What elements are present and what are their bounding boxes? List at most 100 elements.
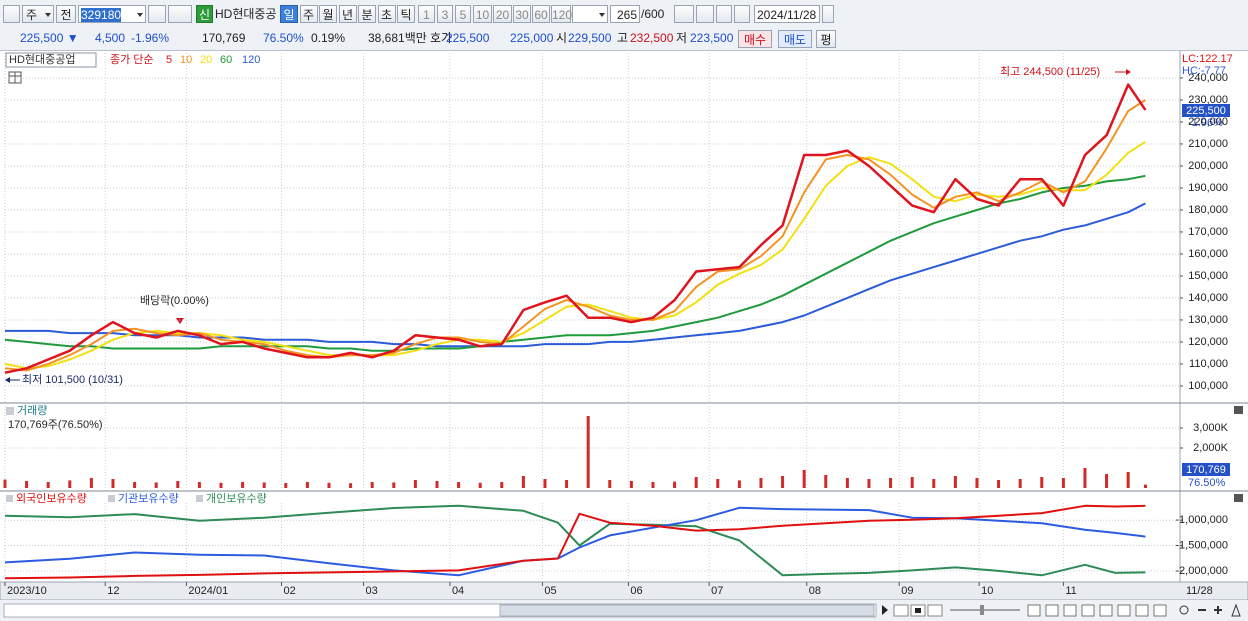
y-tick-label: 160,000 bbox=[1188, 248, 1228, 260]
y-tick-label: 150,000 bbox=[1188, 270, 1228, 282]
volume-bar bbox=[673, 481, 677, 488]
zoom-handle[interactable] bbox=[980, 605, 984, 615]
scroll-right-button[interactable] bbox=[882, 605, 888, 615]
settings-button[interactable] bbox=[734, 5, 750, 23]
tool-button[interactable] bbox=[1063, 604, 1077, 617]
x-tick-label: 11 bbox=[1065, 585, 1076, 597]
interval-button[interactable]: 60 bbox=[532, 5, 550, 23]
tool-button[interactable] bbox=[1045, 604, 1059, 617]
count-input[interactable]: 265 bbox=[610, 5, 640, 23]
volume-bar bbox=[197, 482, 201, 488]
interval-button[interactable]: 10 bbox=[473, 5, 492, 23]
legend-entry: 개인보유수량 bbox=[206, 492, 267, 505]
scroll-thumb[interactable] bbox=[499, 604, 875, 617]
volume-bar bbox=[478, 482, 482, 488]
series-line bbox=[4, 83, 1147, 374]
legend-entry: 120 bbox=[242, 54, 260, 66]
volume-bar bbox=[975, 478, 979, 488]
first-button[interactable] bbox=[893, 604, 909, 617]
bid-ask-label: 호가 bbox=[430, 31, 453, 45]
volume-bar bbox=[284, 483, 288, 488]
menu-button[interactable] bbox=[3, 5, 20, 23]
code-input[interactable]: 329180 bbox=[78, 5, 146, 23]
volume-bar bbox=[413, 480, 417, 488]
y-tick-label: 170,000 bbox=[1188, 226, 1228, 238]
option-select[interactable] bbox=[572, 5, 608, 23]
interval-button[interactable]: 3 bbox=[437, 5, 453, 23]
low-annotation: 최저 101,500 (10/31) bbox=[22, 373, 123, 386]
x-tick-label: 06 bbox=[630, 585, 642, 597]
volume-bar bbox=[89, 478, 93, 488]
interval-button[interactable]: 120 bbox=[551, 5, 572, 23]
interval-button[interactable]: 20 bbox=[493, 5, 512, 23]
series-line bbox=[4, 504, 1146, 580]
date-input[interactable]: 2024/11/28 bbox=[754, 5, 820, 23]
sell-button[interactable]: 매도 bbox=[778, 30, 812, 48]
y-tick-label: 130,000 bbox=[1188, 314, 1228, 326]
close-pane-button[interactable] bbox=[1234, 406, 1243, 414]
period-button[interactable]: 년 bbox=[338, 5, 357, 23]
interval-button[interactable]: 30 bbox=[513, 5, 531, 23]
y-tick-label: -1,000,000 bbox=[1175, 514, 1228, 526]
x-tick-label: 07 bbox=[711, 585, 723, 597]
period-button[interactable]: 주 bbox=[299, 5, 318, 23]
tool-button[interactable] bbox=[1081, 604, 1095, 617]
font-button[interactable] bbox=[1231, 603, 1241, 617]
sound-button[interactable] bbox=[168, 5, 192, 23]
period-type: 주 bbox=[26, 8, 38, 22]
volume-bar bbox=[1143, 484, 1147, 488]
volume-bar bbox=[737, 480, 741, 488]
tool-button[interactable] bbox=[1027, 604, 1041, 617]
x-tick-label: 09 bbox=[901, 585, 913, 597]
volume-bar bbox=[457, 482, 461, 488]
tool-button[interactable] bbox=[1135, 604, 1149, 617]
interval-button[interactable]: 1 bbox=[418, 5, 435, 23]
x-axis-band bbox=[0, 581, 1248, 601]
high: 232,500 bbox=[630, 31, 674, 45]
volume-bar bbox=[349, 483, 353, 488]
x-tick-label: 2023/10 bbox=[7, 585, 47, 597]
period-button[interactable]: 초 bbox=[377, 5, 396, 23]
volume-bar bbox=[543, 479, 547, 488]
open: 229,500 bbox=[568, 31, 612, 45]
volume-bar bbox=[759, 478, 763, 488]
interval-button[interactable]: 5 bbox=[455, 5, 471, 23]
volume-bar bbox=[133, 482, 137, 488]
period-button[interactable]: 월 bbox=[319, 5, 337, 23]
period-button[interactable]: 분 bbox=[358, 5, 376, 23]
volume-bar bbox=[46, 482, 50, 488]
tool-button[interactable] bbox=[1117, 604, 1131, 617]
calendar-button[interactable] bbox=[822, 5, 834, 23]
close-pane-button[interactable] bbox=[1234, 494, 1243, 502]
volume-bar bbox=[694, 477, 698, 488]
stock-code: 329180 bbox=[81, 8, 122, 22]
last-button[interactable] bbox=[927, 604, 943, 617]
toolbar: 주 전 329180 신 HD현대중공 265 /600 2024/11/28 … bbox=[0, 0, 1248, 29]
volume-bar bbox=[262, 482, 266, 488]
y-tick-label: 140,000 bbox=[1188, 292, 1228, 304]
tool-button[interactable] bbox=[674, 5, 694, 23]
search-button[interactable] bbox=[148, 5, 166, 23]
y-tick-label: 110,000 bbox=[1189, 358, 1228, 370]
period-button[interactable]: 일 bbox=[280, 5, 298, 23]
tool-button[interactable] bbox=[1099, 604, 1113, 617]
change-rate: -1.96% bbox=[131, 31, 170, 45]
buy-button[interactable]: 매수 bbox=[738, 30, 772, 48]
zoom-button[interactable] bbox=[1179, 605, 1189, 615]
volume-subtitle: 170,769주(76.50%) bbox=[8, 419, 103, 431]
scope-button[interactable]: 전 bbox=[56, 5, 76, 23]
tool-button[interactable] bbox=[1153, 604, 1167, 617]
legend-square bbox=[6, 407, 14, 415]
tool-button[interactable] bbox=[696, 5, 714, 23]
period-type-select[interactable]: 주 bbox=[22, 5, 54, 23]
turnover-rate: 0.19% bbox=[311, 31, 346, 45]
avg-button[interactable]: 평 bbox=[816, 30, 836, 48]
volume-bar bbox=[111, 479, 115, 488]
y-tick-label: 220,000 bbox=[1188, 116, 1228, 128]
period-button[interactable]: 틱 bbox=[397, 5, 415, 23]
annotation-arrow bbox=[1126, 69, 1131, 75]
series-line bbox=[5, 202, 1146, 348]
stock-name-box[interactable] bbox=[5, 52, 97, 68]
save-button[interactable] bbox=[716, 5, 732, 23]
